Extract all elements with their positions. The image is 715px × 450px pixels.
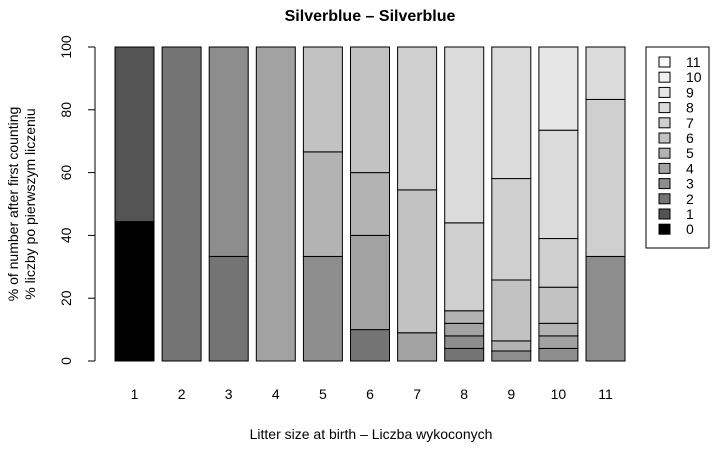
legend-label: 1 bbox=[686, 206, 694, 222]
bar-segment bbox=[444, 347, 485, 362]
legend-swatch bbox=[658, 71, 671, 83]
x-tick-label: 8 bbox=[460, 386, 468, 402]
legend-label: 9 bbox=[686, 84, 694, 100]
legend-label: 5 bbox=[686, 145, 694, 161]
y-tick-label: 60 bbox=[58, 165, 74, 181]
bar-segment bbox=[538, 46, 579, 131]
x-tick-label: 11 bbox=[598, 386, 613, 402]
x-axis-label: Litter size at birth – Liczba wykoconych bbox=[250, 426, 493, 442]
bar-segment bbox=[114, 46, 155, 223]
bar-segment bbox=[585, 46, 626, 100]
bar-segment bbox=[538, 238, 579, 288]
bar-segment bbox=[491, 46, 532, 180]
bar-segment bbox=[350, 46, 390, 174]
bar-segment bbox=[538, 335, 579, 349]
bar-segment bbox=[444, 322, 485, 337]
y-tick-label: 40 bbox=[58, 227, 74, 243]
bar-segment bbox=[444, 310, 485, 324]
bar-segment bbox=[397, 189, 438, 334]
bar-segment bbox=[491, 178, 532, 281]
bar-segment bbox=[255, 46, 296, 362]
bar-segment bbox=[538, 347, 579, 362]
bar-segment bbox=[538, 286, 579, 324]
legend-swatch bbox=[658, 208, 671, 220]
bar-segment bbox=[397, 332, 438, 362]
legend-label: 3 bbox=[686, 176, 694, 192]
legend-box bbox=[645, 46, 710, 249]
legend-swatch bbox=[658, 56, 671, 68]
y-axis-label-line-1: % of number after first counting bbox=[5, 107, 21, 302]
legend-swatch bbox=[658, 147, 671, 159]
bar-segment bbox=[444, 46, 485, 224]
legend-swatch bbox=[658, 117, 671, 129]
bar-segment bbox=[350, 234, 390, 331]
bar-segment bbox=[538, 322, 579, 337]
bar-segment bbox=[302, 46, 343, 153]
x-tick-label: 3 bbox=[225, 386, 233, 402]
x-tick-label: 1 bbox=[131, 386, 139, 402]
x-tick-label: 5 bbox=[319, 386, 327, 402]
legend-label: 6 bbox=[686, 130, 694, 146]
bar-segment bbox=[161, 46, 202, 362]
legend-label: 0 bbox=[686, 221, 694, 237]
bar-segment bbox=[585, 255, 626, 362]
legend-swatch bbox=[658, 178, 671, 190]
bar-segment bbox=[208, 46, 249, 257]
bar-segment bbox=[585, 98, 626, 257]
bar-segment bbox=[491, 279, 532, 342]
legend-swatch bbox=[658, 223, 671, 235]
y-axis: 0 20 40 60 80 100 bbox=[58, 35, 96, 365]
legend-label: 7 bbox=[686, 115, 694, 131]
legend-swatch bbox=[658, 132, 671, 144]
x-tick-label: 4 bbox=[272, 386, 280, 402]
bar-segment bbox=[350, 329, 390, 362]
y-axis-label-line-2: % liczby po pierwszym liczeniu bbox=[22, 108, 38, 299]
y-tick-label: 20 bbox=[58, 290, 74, 306]
legend-label: 11 bbox=[686, 54, 701, 70]
bar-segment bbox=[350, 172, 390, 236]
legend-swatch bbox=[658, 162, 671, 174]
bar-segment bbox=[444, 222, 485, 312]
bar-segment bbox=[302, 151, 343, 257]
bar-segment bbox=[397, 46, 438, 191]
x-tick-labels: 1 2 3 4 5 6 7 8 9 10 11 bbox=[131, 386, 613, 402]
legend-label: 4 bbox=[686, 160, 694, 176]
bar-segment bbox=[538, 129, 579, 240]
chart-title: Silverblue – Silverblue bbox=[285, 8, 456, 25]
legend-swatch bbox=[658, 86, 671, 98]
legend-swatch bbox=[658, 193, 671, 205]
bar-segment bbox=[444, 335, 485, 349]
y-tick-label: 100 bbox=[58, 35, 74, 59]
y-tick-label: 0 bbox=[58, 357, 74, 365]
bar-segment bbox=[208, 255, 249, 362]
legend-swatch bbox=[658, 102, 671, 114]
x-tick-label: 9 bbox=[507, 386, 515, 402]
x-tick-label: 2 bbox=[178, 386, 186, 402]
x-tick-label: 6 bbox=[366, 386, 374, 402]
y-tick-label: 80 bbox=[58, 102, 74, 118]
bar-segment bbox=[491, 340, 532, 352]
x-tick-label: 10 bbox=[551, 386, 567, 402]
legend-label: 10 bbox=[686, 69, 702, 85]
bars bbox=[114, 46, 626, 362]
bar-segment bbox=[302, 255, 343, 362]
bar-segment bbox=[114, 221, 155, 362]
legend-label: 2 bbox=[686, 191, 694, 207]
x-tick-label: 7 bbox=[413, 386, 421, 402]
legend-label: 8 bbox=[686, 100, 694, 116]
bar-segment bbox=[491, 350, 532, 362]
